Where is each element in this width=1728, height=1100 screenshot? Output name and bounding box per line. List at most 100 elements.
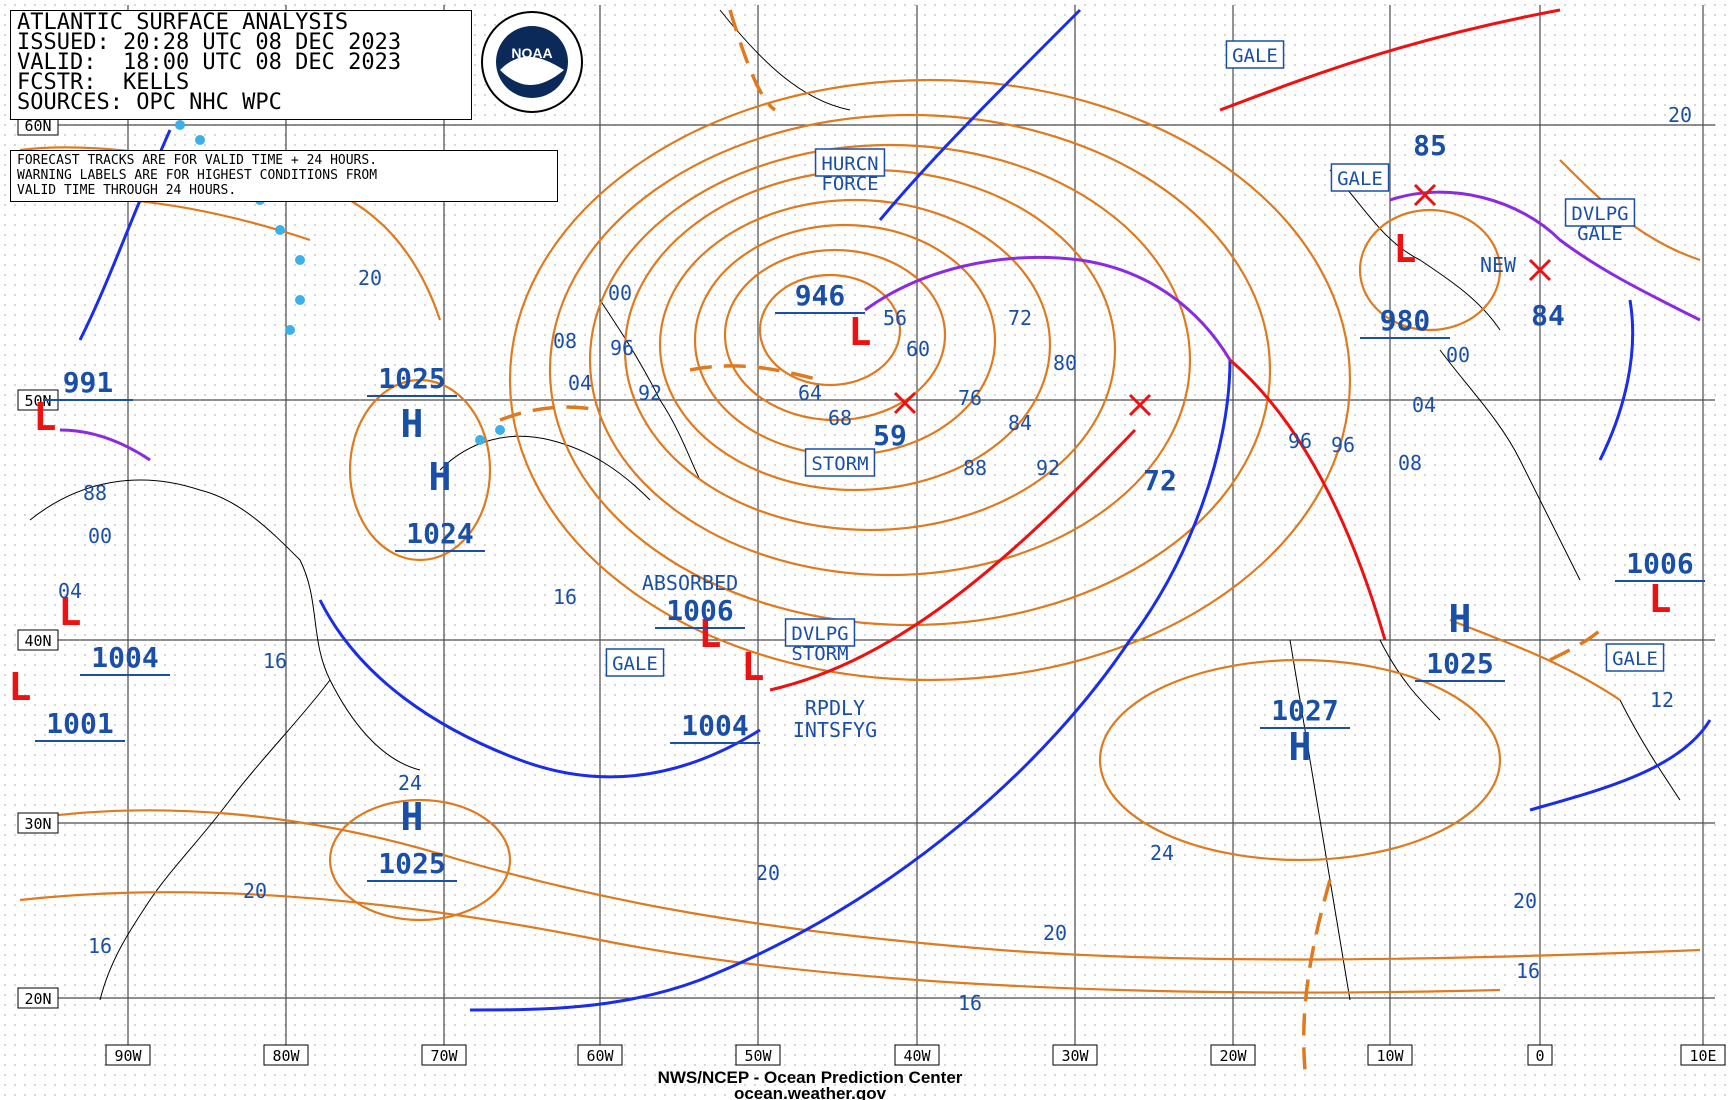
annotation: NEW	[1480, 253, 1517, 277]
noaa-logo-text: NOAA	[511, 45, 552, 61]
low-pressure-symbol: L	[1649, 577, 1672, 621]
warning-label-2: GALE	[1577, 223, 1623, 245]
lat-label-box	[17, 629, 59, 651]
note-line-3: VALID TIME THROUGH 24 HOURS.	[17, 183, 237, 198]
analysis-info-box: ATLANTIC SURFACE ANALYSIS ISSUED: 20:28 …	[10, 10, 472, 120]
isobar-label-24: 24	[1150, 841, 1174, 865]
forecaster: FCSTR: KELLS	[17, 70, 190, 95]
issued-time: ISSUED: 20:28 UTC 08 DEC 2023	[17, 30, 402, 55]
lon-label-box	[577, 1044, 623, 1066]
lon-label-10W: 10W	[1376, 1047, 1404, 1065]
isobar-label-08: 08	[1398, 451, 1422, 475]
cold-front-west	[318, 599, 761, 779]
isobar-label-16: 16	[263, 649, 287, 673]
high-pressure-symbol: H	[401, 402, 424, 446]
low-pressure-symbol: L	[59, 590, 82, 634]
cold-front	[469, 359, 1232, 1012]
isobar-label-24: 24	[398, 771, 422, 795]
isobar-label-96: 96	[1331, 433, 1355, 457]
warm-front-northeast	[1219, 8, 1561, 112]
lon-label-box	[1210, 1044, 1256, 1066]
warning-label: STORM	[811, 453, 868, 475]
pressure-value-946: 946	[795, 279, 846, 312]
lon-label-box	[894, 1044, 940, 1066]
footer-line-1: NWS/NCEP - Ocean Prediction Center	[657, 1068, 963, 1087]
warning-label-box	[1330, 163, 1390, 192]
annotation: ABSORBED	[642, 571, 738, 595]
forecast-position-marker	[1128, 393, 1152, 417]
warning-label-box	[1605, 643, 1665, 672]
low-pressure-symbol: L	[1394, 227, 1417, 271]
isobar-label-88: 88	[963, 456, 987, 480]
isobar-label-04: 04	[568, 371, 592, 395]
annotation: RPDLY	[805, 696, 865, 720]
isobar-label-20: 20	[1043, 921, 1067, 945]
isobar-label-20: 20	[1513, 889, 1537, 913]
high-pressure-symbol: H	[1289, 725, 1312, 769]
low-pressure-symbol: L	[34, 395, 57, 439]
lon-label-box	[263, 1044, 309, 1066]
lon-label-box	[1367, 1044, 1413, 1066]
note-line-2: WARNING LABELS ARE FOR HIGHEST CONDITION…	[17, 168, 378, 183]
forecast-note: FORECAST TRACKS ARE FOR VALID TIME + 24 …	[10, 150, 558, 202]
lon-label-box	[1527, 1044, 1553, 1066]
warm-front	[1229, 358, 1387, 641]
lon-label-box	[421, 1044, 467, 1066]
warning-label-box	[1564, 198, 1636, 227]
lat-label-20N: 20N	[24, 990, 51, 1008]
sources: SOURCES: OPC NHC WPC	[17, 90, 282, 115]
cold-front-iberia	[1529, 719, 1712, 812]
cold-front-europe	[1598, 299, 1635, 461]
warning-label: GALE	[1232, 45, 1278, 67]
isobar-label-16: 16	[958, 991, 982, 1015]
warning-label-box	[814, 148, 886, 177]
isobar-label-20: 20	[358, 266, 382, 290]
valid-time: VALID: 18:00 UTC 08 DEC 2023	[17, 50, 402, 75]
lon-label-90W: 90W	[114, 1047, 142, 1065]
forecast-position-marker	[893, 391, 917, 415]
lon-label-50W: 50W	[744, 1047, 772, 1065]
warning-label-box	[1225, 40, 1285, 69]
isobar-label-68: 68	[828, 406, 852, 430]
isobar-label-84: 84	[1008, 411, 1032, 435]
isobar-label-96: 96	[1288, 429, 1312, 453]
lat-label-box	[17, 987, 59, 1009]
pressure-value-1004: 1004	[681, 709, 748, 742]
forecast-pressure-84: 84	[1531, 299, 1565, 332]
isobar-label-64: 64	[798, 381, 822, 405]
isobar-label-88: 88	[83, 481, 107, 505]
lon-label-70W: 70W	[430, 1047, 458, 1065]
lon-label-box	[105, 1044, 151, 1066]
warning-label-2: FORCE	[821, 173, 878, 195]
pressure-value-1025: 1025	[378, 847, 445, 880]
isobar-label-96: 96	[610, 336, 634, 360]
lon-label-box	[1680, 1044, 1726, 1066]
isobar-label-20: 20	[243, 879, 267, 903]
isobar-label-00: 00	[88, 524, 112, 548]
pressure-value-991: 991	[63, 366, 114, 399]
high-pressure-symbol: H	[401, 795, 424, 839]
low-pressure-symbol: L	[849, 310, 872, 354]
pressure-value-1001: 1001	[46, 707, 113, 740]
low-pressure-symbol: L	[699, 612, 722, 656]
pressure-value-1025: 1025	[1426, 647, 1493, 680]
map-title: ATLANTIC SURFACE ANALYSIS	[17, 10, 349, 35]
footer: NWS/NCEP - Ocean Prediction Center ocean…	[600, 1068, 1020, 1100]
warning-label: HURCN	[821, 153, 878, 175]
isobar-label-20: 20	[1668, 103, 1692, 127]
lon-label-box	[735, 1044, 781, 1066]
warning-label: DVLPG	[791, 623, 848, 645]
forecast-pressure-85: 85	[1413, 129, 1447, 162]
pressure-value-1006: 1006	[1626, 547, 1693, 580]
troughs	[499, 9, 1602, 1071]
isobar-label-08: 08	[553, 329, 577, 353]
footer-line-2: ocean.weather.gov	[733, 1084, 887, 1100]
occluded-front-west	[59, 428, 151, 462]
isobar-label-92: 92	[1036, 456, 1060, 480]
isobar-label-00: 00	[1446, 343, 1470, 367]
warning-label: GALE	[612, 653, 658, 675]
lon-label-box	[1052, 1044, 1098, 1066]
warning-label: GALE	[1337, 168, 1383, 190]
